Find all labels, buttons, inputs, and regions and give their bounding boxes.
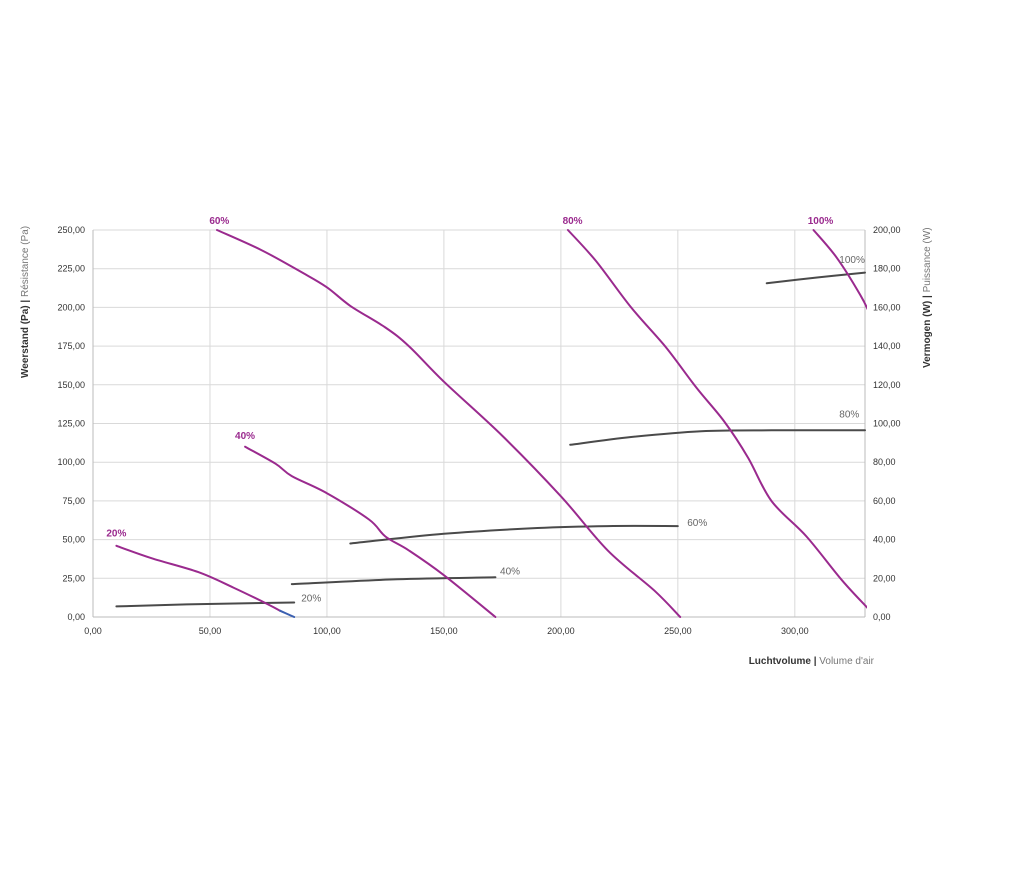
x-axis-title-bold: Luchtvolume bbox=[749, 656, 812, 667]
y2-tick-label: 160,00 bbox=[873, 302, 901, 312]
y-tick-label: 75,00 bbox=[62, 496, 85, 506]
power-label-20pct: 20% bbox=[301, 594, 321, 605]
power-label-40pct: 40% bbox=[500, 566, 520, 577]
y2-tick-label: 140,00 bbox=[873, 341, 901, 351]
pressure-curve-100pct bbox=[812, 229, 867, 311]
y2-axis-title-bold: Vermogen (W) bbox=[922, 301, 933, 368]
x-axis-title-separator: | bbox=[811, 656, 819, 667]
y-axis-title: Weerstand (Pa) | Résistance (Pa) bbox=[20, 226, 31, 378]
y-tick-label: 125,00 bbox=[57, 419, 85, 429]
y-tick-label: 175,00 bbox=[57, 341, 85, 351]
y-tick-label: 200,00 bbox=[57, 302, 85, 312]
power-curve-60pct bbox=[349, 524, 679, 545]
y2-tick-label: 20,00 bbox=[873, 573, 896, 583]
pressure-curve-20pct bbox=[115, 544, 282, 612]
pressure-label-100pct: 100% bbox=[808, 216, 834, 227]
pressure-label-20pct: 20% bbox=[106, 529, 126, 540]
y2-tick-label: 120,00 bbox=[873, 380, 901, 390]
power-curve-20pct bbox=[115, 601, 296, 608]
pressure-label-40pct: 40% bbox=[235, 431, 255, 442]
pressure-curve-60pct bbox=[216, 229, 682, 618]
x-tick-label: 0,00 bbox=[84, 626, 102, 636]
x-axis-title: Luchtvolume | Volume d'air bbox=[749, 656, 875, 667]
y-tick-label: 25,00 bbox=[62, 573, 85, 583]
power-curve-80pct bbox=[569, 429, 866, 446]
y-tick-label: 150,00 bbox=[57, 380, 85, 390]
y-tick-label: 0,00 bbox=[67, 612, 85, 622]
y2-tick-label: 200,00 bbox=[873, 225, 901, 235]
power-label-100pct: 100% bbox=[839, 255, 865, 266]
y-tick-label: 225,00 bbox=[57, 264, 85, 274]
pressure-curve-40pct bbox=[244, 445, 497, 618]
y2-tick-label: 40,00 bbox=[873, 535, 896, 545]
chart-series bbox=[115, 229, 867, 618]
power-label-60pct: 60% bbox=[687, 518, 707, 529]
x-tick-label: 200,00 bbox=[547, 626, 575, 636]
x-tick-label: 250,00 bbox=[664, 626, 692, 636]
pressure-curve-80pct bbox=[566, 229, 867, 609]
grid-lines bbox=[92, 229, 865, 618]
x-tick-label: 50,00 bbox=[199, 626, 222, 636]
pressure-label-80pct: 80% bbox=[563, 216, 583, 227]
x-axis-title-light: Volume d'air bbox=[819, 656, 874, 667]
y-tick-label: 250,00 bbox=[57, 225, 85, 235]
chart-axes: 0,00 25,00 50,00 75,00 100,00 125,00 150,00 175… bbox=[57, 225, 900, 636]
x-tick-label: 300,00 bbox=[781, 626, 809, 636]
y-axis-title-bold: Weerstand (Pa) bbox=[20, 305, 31, 378]
y2-tick-label: 60,00 bbox=[873, 496, 896, 506]
y-axis-title-separator: | bbox=[20, 297, 31, 305]
y2-axis-title-separator: | bbox=[922, 292, 933, 300]
power-label-80pct: 80% bbox=[839, 410, 859, 421]
y2-tick-label: 80,00 bbox=[873, 457, 896, 467]
y-axis-title-light: Résistance (Pa) bbox=[20, 226, 31, 297]
y-tick-label: 100,00 bbox=[57, 457, 85, 467]
y-tick-label: 50,00 bbox=[62, 535, 85, 545]
x-tick-label: 150,00 bbox=[430, 626, 458, 636]
y2-axis-title-light: Puissance (W) bbox=[922, 227, 933, 292]
y2-tick-label: 100,00 bbox=[873, 419, 901, 429]
power-curve-40pct bbox=[290, 576, 497, 586]
y2-axis-title: Vermogen (W) | Puissance (W) bbox=[922, 227, 933, 368]
y2-tick-label: 0,00 bbox=[873, 612, 891, 622]
power-curve-100pct bbox=[765, 271, 866, 285]
x-tick-label: 100,00 bbox=[313, 626, 341, 636]
y2-tick-label: 180,00 bbox=[873, 264, 901, 274]
pressure-curve-tail-20pct bbox=[279, 609, 296, 618]
pressure-label-60pct: 60% bbox=[209, 216, 229, 227]
series-labels: 20% 40% 60% 80% 100% 20% 40% 60% 80% 100% bbox=[106, 216, 865, 605]
